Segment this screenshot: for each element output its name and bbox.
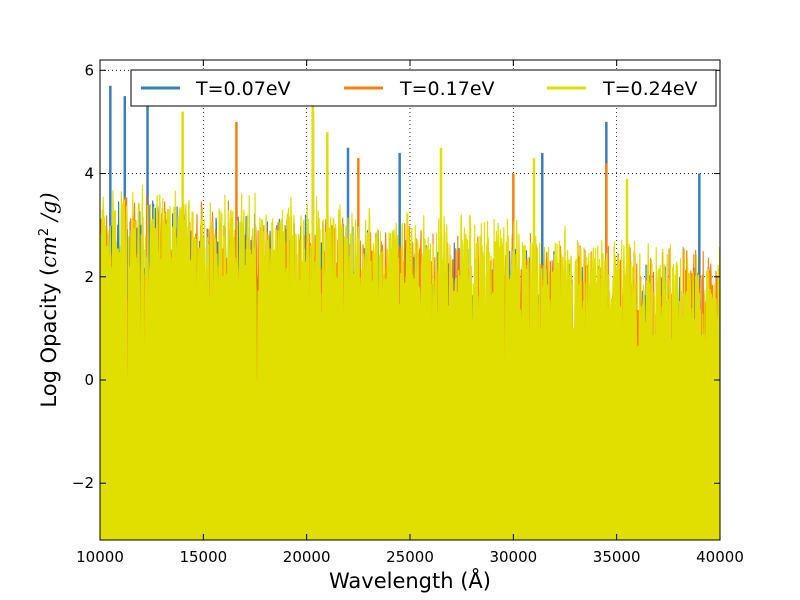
series-area	[100, 85, 720, 540]
x-tick-label: 25000	[386, 548, 434, 566]
y-tick-label: −2	[72, 474, 94, 492]
x-tick-label: 35000	[593, 548, 641, 566]
y-tick-label: 2	[84, 268, 94, 286]
x-tick-label: 30000	[489, 548, 537, 566]
legend-label-1: T=0.17eV	[399, 78, 495, 100]
legend-label-2: T=0.24eV	[602, 78, 698, 100]
x-tick-label: 15000	[179, 548, 227, 566]
axis-ticks: 10000 15000 20000 25000 30000 35000 40000 −2 0 2 4…	[72, 60, 744, 566]
y-tick-label: 0	[84, 371, 94, 389]
x-axis-title: Wavelength (Å)	[329, 567, 491, 593]
y-tick-label: 4	[84, 165, 94, 183]
legend: T=0.07eV T=0.17eV T=0.24eV	[130, 69, 717, 107]
y-tick-label: 6	[84, 61, 94, 79]
legend-frame	[130, 69, 717, 107]
series-2-line	[100, 184, 720, 540]
legend-label-0: T=0.07eV	[195, 78, 291, 100]
x-tick-label: 40000	[696, 548, 744, 566]
x-tick-label: 10000	[76, 548, 124, 566]
x-tick-label: 20000	[283, 548, 331, 566]
y-axis-title: Log Opacity (cm2 /g)	[37, 192, 61, 407]
